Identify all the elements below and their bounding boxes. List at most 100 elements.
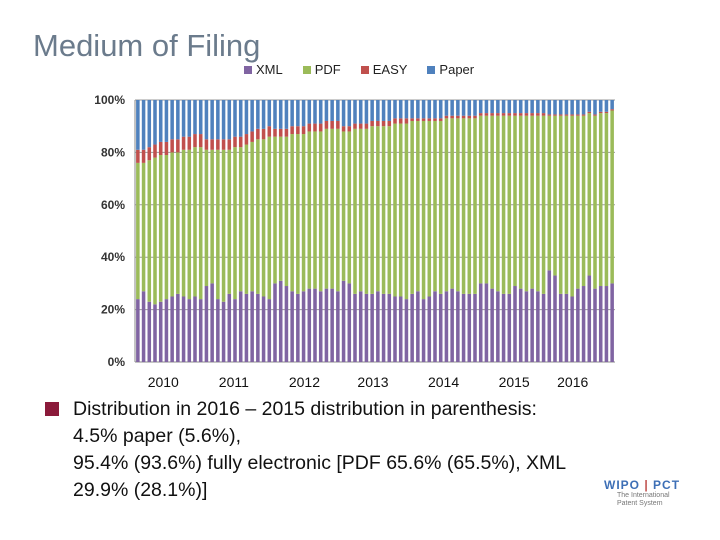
bar-segment-easy (341, 126, 346, 132)
bar-segment-paper (273, 100, 277, 129)
bar-segment-pdf (284, 136, 289, 287)
bar-segment-easy (393, 118, 397, 124)
bar-segment-paper (278, 100, 283, 129)
bar-segment-paper (136, 100, 140, 150)
logo-subtitle-2: Patent System (617, 500, 663, 507)
bar-segment-pdf (387, 126, 392, 294)
bar-segment-easy (301, 126, 306, 135)
bar-segment-easy (461, 115, 466, 119)
bar-segment-paper (604, 100, 609, 112)
bar-segment-pdf (518, 115, 523, 289)
bar-segment-xml (336, 291, 340, 362)
bar-segment-pdf (524, 115, 529, 292)
bar-segment-paper (153, 100, 157, 145)
bar-segment-pdf (301, 134, 306, 292)
bar-segment-easy (376, 120, 380, 127)
bar-segment-pdf (501, 115, 506, 294)
bar-segment-pdf (147, 160, 152, 302)
bar-segment-paper (261, 100, 266, 129)
bar-segment-pdf (267, 136, 272, 300)
bar-segment-easy (324, 120, 329, 129)
bar-segment-paper (513, 100, 517, 114)
summary-line-4: 29.9% (28.1%)] (73, 479, 208, 501)
bar-segment-pdf (473, 118, 477, 294)
bar-segment-xml (176, 293, 180, 362)
bar-segment-xml (513, 286, 517, 362)
y-tick-label: 20% (101, 303, 125, 317)
page-title: Medium of Filing (33, 28, 261, 63)
bar-segment-xml (547, 270, 552, 362)
bar-segment-paper (433, 100, 437, 119)
bar-segment-xml (393, 296, 397, 362)
bar-segment-easy (467, 115, 472, 119)
bar-segment-easy (296, 126, 300, 135)
bar-segment-paper (267, 100, 272, 127)
bar-segment-pdf (204, 149, 209, 287)
bar-segment-paper (524, 100, 529, 114)
bar-segment-pdf (164, 155, 169, 300)
bar-segment-xml (284, 286, 289, 362)
bar-segment-paper (198, 100, 203, 135)
bar-segment-xml (450, 288, 454, 362)
legend-label-xml: XML (256, 62, 283, 77)
bar-segment-easy (170, 139, 174, 153)
bar-segment-xml (478, 283, 483, 362)
bar-segment-easy (524, 113, 529, 116)
bar-segment-paper (347, 100, 352, 127)
bar-segment-paper (541, 100, 546, 114)
bar-segment-easy (358, 123, 363, 129)
bar-segment-pdf (221, 149, 226, 302)
bar-segment-paper (427, 100, 432, 119)
bar-segment-paper (221, 100, 226, 140)
logo-subtitle-1: The International (617, 492, 670, 499)
bar-segment-easy (610, 109, 614, 111)
bar-segment-pdf (450, 118, 454, 289)
legend-swatch-pdf (302, 65, 311, 74)
bar-segment-easy (147, 147, 152, 161)
bar-segment-pdf (530, 115, 534, 289)
bar-segment-xml (427, 296, 432, 362)
summary-line-2: 4.5% paper (5.6%), (73, 425, 242, 447)
bar-segment-paper (284, 100, 289, 129)
bar-segment-easy (484, 113, 489, 116)
bar-segment-paper (456, 100, 460, 116)
bar-segment-easy (490, 113, 494, 116)
bar-segment-xml (587, 275, 592, 362)
bar-segment-xml (238, 291, 243, 362)
bar-segment-easy (244, 134, 249, 145)
bar-segment-easy (593, 114, 597, 116)
bar-segment-xml (313, 288, 317, 362)
bar-segment-paper (290, 100, 294, 127)
bar-segment-pdf (416, 120, 420, 292)
bar-segment-xml (244, 293, 249, 362)
bar-segment-pdf (341, 131, 346, 281)
bar-segment-easy (210, 139, 214, 150)
bar-segment-easy (547, 114, 552, 116)
bar-segment-paper (330, 100, 334, 121)
bar-segment-pdf (410, 120, 414, 294)
bar-segment-easy (198, 134, 203, 148)
x-year-label: 2012 (289, 374, 320, 390)
bar-segment-pdf (347, 131, 352, 284)
bar-segment-paper (233, 100, 237, 137)
bar-segment-pdf (438, 120, 443, 294)
bar-segment-pdf (456, 118, 460, 292)
bar-segment-xml (158, 301, 163, 362)
bar-segment-paper (421, 100, 426, 119)
bar-segment-xml (330, 288, 334, 362)
bar-segment-xml (164, 299, 169, 362)
bar-segment-easy (387, 120, 392, 127)
bar-segment-easy (553, 114, 557, 116)
bar-segment-xml (467, 293, 472, 362)
bar-segment-paper (341, 100, 346, 127)
bar-segment-xml (558, 293, 563, 362)
bar-segment-paper (404, 100, 409, 119)
bar-segment-paper (507, 100, 512, 114)
bar-segment-xml (216, 299, 220, 362)
bar-segment-paper (587, 100, 592, 112)
bar-segment-pdf (324, 128, 329, 289)
bar-segment-xml (501, 293, 506, 362)
bar-segment-easy (284, 128, 289, 137)
bar-segment-xml (444, 291, 449, 362)
bar-segment-pdf (170, 152, 174, 297)
